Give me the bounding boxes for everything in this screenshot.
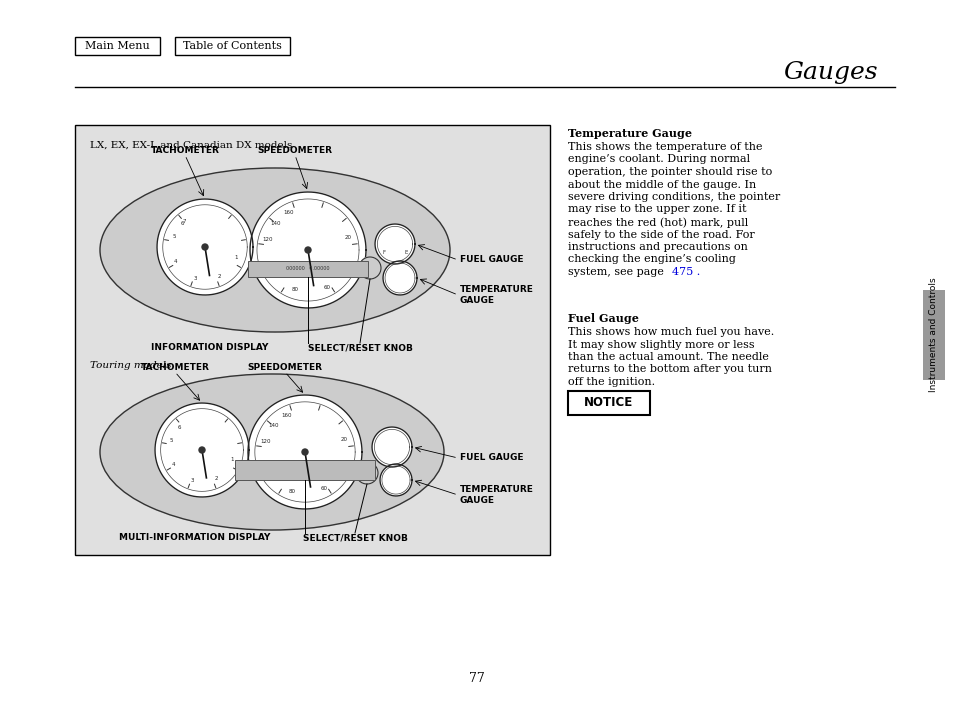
Circle shape [302, 449, 308, 455]
Text: system, see page: system, see page [567, 267, 667, 277]
Text: INFORMATION DISPLAY: INFORMATION DISPLAY [152, 344, 269, 352]
Circle shape [248, 395, 361, 509]
Bar [923, 290, 944, 380]
Text: 77: 77 [469, 672, 484, 685]
Text: severe driving conditions, the pointer: severe driving conditions, the pointer [567, 192, 780, 202]
Circle shape [305, 247, 311, 253]
Circle shape [250, 192, 366, 308]
Circle shape [154, 403, 249, 497]
Text: operation, the pointer should rise to: operation, the pointer should rise to [567, 167, 771, 177]
Text: TACHOMETER: TACHOMETER [140, 363, 210, 372]
Ellipse shape [100, 168, 450, 332]
Text: 2: 2 [218, 273, 221, 278]
Text: TEMPERATURE
GAUGE: TEMPERATURE GAUGE [459, 485, 534, 505]
Text: TEMPERATURE
GAUGE: TEMPERATURE GAUGE [459, 285, 534, 305]
Circle shape [355, 462, 377, 484]
Text: This shows how much fuel you have.: This shows how much fuel you have. [567, 327, 774, 337]
Text: 1: 1 [231, 457, 233, 462]
Text: 4: 4 [172, 462, 175, 467]
Text: 140: 140 [268, 423, 278, 428]
Text: MULTI-INFORMATION DISPLAY: MULTI-INFORMATION DISPLAY [119, 533, 271, 542]
Text: reaches the red (hot) mark, pull: reaches the red (hot) mark, pull [567, 217, 747, 228]
Text: FUEL GAUGE: FUEL GAUGE [459, 256, 523, 265]
Text: Table of Contents: Table of Contents [183, 41, 282, 51]
Text: engine’s coolant. During normal: engine’s coolant. During normal [567, 155, 749, 165]
Text: 60: 60 [320, 486, 327, 491]
Bar [75, 125, 550, 555]
Circle shape [379, 464, 412, 496]
Circle shape [202, 244, 208, 250]
Text: Gauges: Gauges [782, 60, 877, 84]
Text: 7: 7 [182, 219, 186, 224]
Text: 140: 140 [271, 221, 281, 226]
Bar [248, 261, 368, 277]
Text: 80: 80 [289, 488, 295, 493]
Text: NOTICE: NOTICE [584, 396, 633, 410]
Circle shape [382, 261, 416, 295]
Text: FUEL GAUGE: FUEL GAUGE [459, 454, 523, 462]
Text: 6: 6 [180, 222, 184, 226]
Text: 80: 80 [292, 288, 298, 293]
Text: This shows the temperature of the: This shows the temperature of the [567, 142, 761, 152]
Text: returns to the bottom after you turn: returns to the bottom after you turn [567, 364, 771, 374]
Bar [567, 391, 649, 415]
Circle shape [199, 447, 205, 453]
Bar [234, 460, 375, 480]
Text: may rise to the upper zone. If it: may rise to the upper zone. If it [567, 204, 745, 214]
Text: 60: 60 [323, 285, 330, 290]
Text: 20: 20 [340, 437, 347, 442]
Text: 120: 120 [262, 237, 273, 242]
Circle shape [358, 257, 380, 279]
Text: 20: 20 [344, 234, 351, 239]
Ellipse shape [100, 374, 443, 530]
Text: Instruments and Controls: Instruments and Controls [928, 278, 938, 393]
Text: 1: 1 [234, 255, 237, 260]
Text: 100: 100 [265, 266, 275, 271]
Text: Touring models: Touring models [90, 361, 172, 369]
Text: 160: 160 [281, 413, 292, 418]
Text: off the ignition.: off the ignition. [567, 377, 655, 387]
Text: Main Menu: Main Menu [85, 41, 150, 51]
Text: than the actual amount. The needle: than the actual amount. The needle [567, 352, 768, 362]
Text: mph: mph [302, 262, 314, 267]
Text: 6: 6 [177, 425, 181, 430]
Circle shape [372, 427, 412, 467]
Text: It may show slightly more or less: It may show slightly more or less [567, 339, 754, 349]
Text: 160: 160 [283, 210, 294, 215]
Text: 475 .: 475 . [671, 267, 700, 277]
Text: 40: 40 [343, 263, 350, 268]
Text: 3: 3 [191, 478, 193, 483]
Text: SPEEDOMETER: SPEEDOMETER [257, 146, 333, 155]
Text: E: E [404, 249, 407, 254]
Text: SELECT/RESET KNOB: SELECT/RESET KNOB [302, 533, 407, 542]
Text: TACHOMETER: TACHOMETER [151, 146, 219, 155]
Text: instructions and precautions on: instructions and precautions on [567, 242, 747, 252]
Text: 2: 2 [214, 476, 218, 481]
Text: 40: 40 [339, 464, 346, 469]
Circle shape [157, 199, 253, 295]
Text: 120: 120 [260, 439, 271, 444]
Text: safely to the side of the road. For: safely to the side of the road. For [567, 229, 754, 239]
Text: Temperature Gauge: Temperature Gauge [567, 128, 691, 139]
Text: 3: 3 [193, 275, 196, 280]
Text: SELECT/RESET KNOB: SELECT/RESET KNOB [307, 344, 412, 352]
Text: 5: 5 [172, 234, 175, 239]
Text: 4: 4 [174, 259, 177, 264]
Text: 5: 5 [170, 437, 173, 442]
Text: LX, EX, EX-L and Canadian DX models: LX, EX, EX-L and Canadian DX models [90, 141, 292, 150]
Text: checking the engine’s cooling: checking the engine’s cooling [567, 254, 735, 265]
Bar [75, 37, 160, 55]
Circle shape [375, 224, 415, 264]
Text: F: F [382, 249, 385, 254]
Text: Fuel Gauge: Fuel Gauge [567, 313, 639, 324]
Text: about the middle of the gauge. In: about the middle of the gauge. In [567, 180, 756, 190]
Bar [174, 37, 290, 55]
Text: SPEEDOMETER: SPEEDOMETER [247, 363, 322, 372]
Text: 100: 100 [263, 468, 274, 473]
Text: 000000   0.00000: 000000 0.00000 [286, 266, 330, 271]
